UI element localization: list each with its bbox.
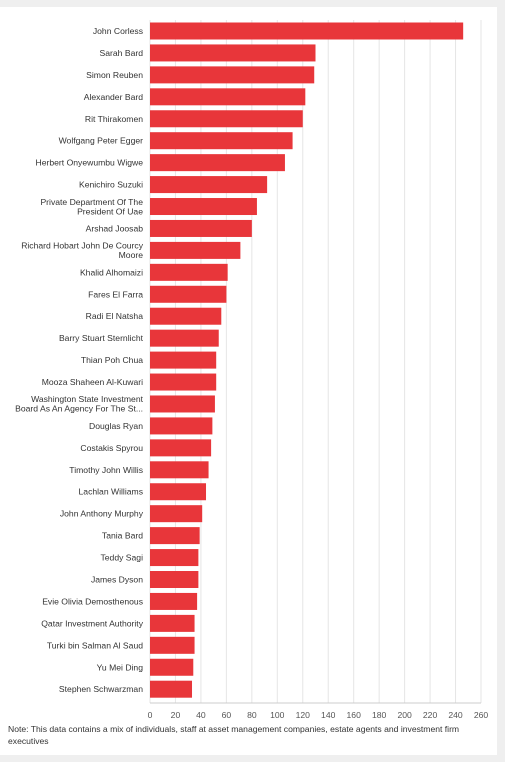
- bar: [150, 505, 203, 523]
- bar: [150, 395, 215, 413]
- bar: [150, 154, 285, 172]
- category-label: James Dyson: [91, 575, 143, 585]
- category-label: Fares El Farra: [88, 289, 143, 299]
- bar: [150, 417, 213, 435]
- bar: [150, 88, 306, 106]
- category-label: Radi El Natsha: [86, 311, 144, 321]
- bar: [150, 658, 194, 676]
- x-tick-label: 40: [196, 710, 206, 720]
- category-label: Mooza Shaheen Al-Kuwari: [42, 377, 143, 387]
- x-tick-label: 60: [222, 710, 232, 720]
- bars: [150, 22, 464, 698]
- category-label: Yu Mei Ding: [97, 662, 144, 672]
- x-tick-label: 0: [148, 710, 153, 720]
- bar: [150, 44, 316, 62]
- category-label: Kenichiro Suzuki: [79, 180, 143, 190]
- x-tick-label: 180: [372, 710, 387, 720]
- bar: [150, 66, 315, 84]
- category-label: Khalid Alhomaizi: [80, 267, 143, 277]
- x-tick-label: 120: [296, 710, 311, 720]
- category-label: Douglas Ryan: [89, 421, 143, 431]
- bar: [150, 198, 257, 216]
- chart-panel: John Corless Sarah Bard Simon Reuben Alexan…: [0, 7, 497, 755]
- category-label: Thian Poh Chua: [81, 355, 143, 365]
- bar: [150, 571, 199, 588]
- bar: [150, 110, 303, 128]
- category-label: Sarah Bard: [100, 48, 144, 58]
- bar: [150, 241, 241, 259]
- bar: [150, 527, 200, 545]
- bar: [150, 176, 268, 194]
- x-tick-label: 220: [423, 710, 438, 720]
- x-tick-label: 80: [247, 710, 257, 720]
- bar: [150, 439, 212, 457]
- bar: [150, 636, 195, 654]
- category-label: Alexander Bard: [84, 92, 143, 102]
- category-label: Lachlan Williams: [79, 487, 143, 497]
- x-tick-label: 20: [171, 710, 181, 720]
- category-label: Simon Reuben: [86, 70, 143, 80]
- category-label: Tania Bard: [102, 531, 143, 541]
- bar: [150, 263, 228, 281]
- category-label: Evie Olivia Demosthenous: [42, 596, 143, 606]
- category-label: Stephen Schwarzman: [59, 684, 143, 694]
- x-tick-label: 140: [321, 710, 336, 720]
- category-label: John Corless: [93, 26, 143, 36]
- category-label: Turki bin Salman Al Saud: [47, 640, 143, 650]
- bar: [150, 680, 193, 698]
- category-labels: John Corless Sarah Bard Simon Reuben Alexan…: [15, 26, 144, 694]
- x-tick-label: 160: [347, 710, 362, 720]
- bar: [150, 219, 252, 237]
- category-label: Private Department Of The President Of Ua…: [40, 197, 143, 217]
- category-label: Qatar Investment Authority: [41, 618, 143, 628]
- x-axis-ticks: 0 20 40 60 80 100 120 140 160 180 200 220 240 260: [148, 710, 489, 720]
- chart-note: Note: This data contains a mix of indivi…: [8, 724, 460, 746]
- bar: [150, 461, 209, 479]
- bar-chart: John Corless Sarah Bard Simon Reuben Alexan…: [15, 20, 489, 720]
- category-label: Wolfgang Peter Egger: [59, 136, 144, 146]
- bar: [150, 285, 227, 303]
- bar: [150, 307, 222, 325]
- category-label: Richard Hobart John De Courcy Moore: [21, 241, 144, 261]
- x-tick-label: 260: [474, 710, 489, 720]
- bar: [150, 22, 464, 40]
- category-label: Teddy Sagi: [100, 553, 143, 563]
- category-label: Costakis Spyrou: [80, 443, 143, 453]
- category-label: Rit Thirakomen: [85, 114, 143, 124]
- bar: [150, 592, 198, 610]
- bar: [150, 329, 219, 347]
- category-label: Herbert Onyewumbu Wigwe: [36, 158, 144, 168]
- bar: [150, 132, 293, 150]
- x-tick-label: 240: [448, 710, 463, 720]
- category-label: Washington State Investment Board As An A…: [15, 394, 143, 414]
- bar: [150, 549, 199, 567]
- bar: [150, 614, 195, 632]
- category-label: Timothy John Willis: [69, 465, 143, 475]
- category-label: John Anthony Murphy: [60, 509, 144, 519]
- bar: [150, 373, 217, 391]
- x-tick-label: 200: [397, 710, 412, 720]
- x-tick-label: 100: [270, 710, 285, 720]
- bar: [150, 483, 207, 501]
- category-label: Arshad Joosab: [86, 223, 144, 233]
- bar: [150, 351, 217, 369]
- category-label: Barry Stuart Sternlicht: [59, 333, 144, 343]
